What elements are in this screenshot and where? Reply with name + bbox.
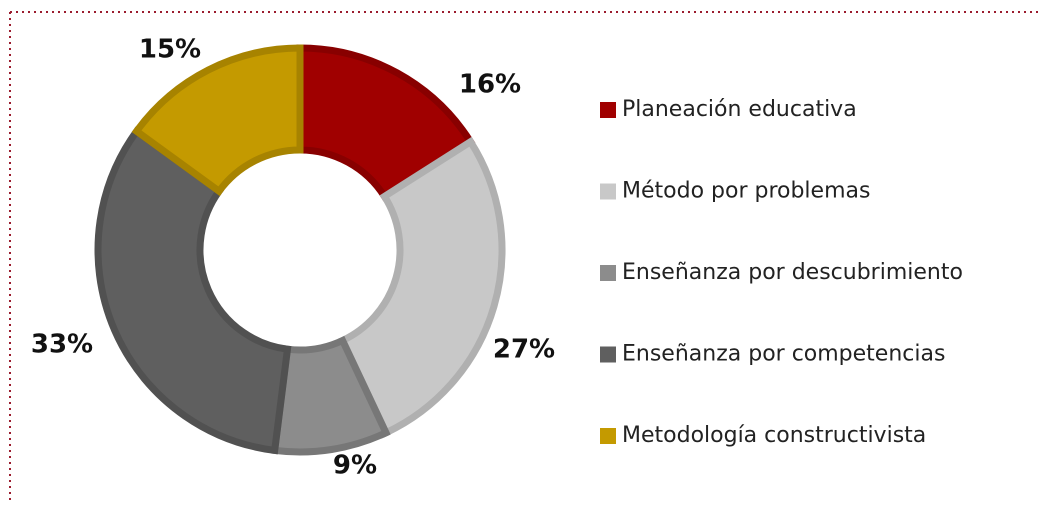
legend-swatch: [600, 265, 616, 281]
legend-label: Planeación educativa: [622, 97, 857, 122]
data-label: 33%: [31, 330, 93, 360]
donut-segment: [131, 44, 304, 197]
data-label: 15%: [139, 35, 201, 65]
data-label: 27%: [493, 335, 555, 365]
legend-swatch: [600, 183, 616, 200]
legend-label: Enseñanza por competencias: [622, 342, 945, 367]
donut-segment: [296, 44, 476, 202]
legend-swatch: [600, 428, 616, 444]
legend-swatch: [600, 346, 616, 363]
data-label: 16%: [459, 70, 521, 100]
legend-label: Enseñanza por descubrimiento: [622, 260, 963, 285]
data-label: 9%: [333, 451, 377, 481]
donut-segment: [94, 126, 292, 455]
legend-label: Método por problemas: [622, 179, 870, 204]
legend-swatch: [600, 102, 616, 118]
donut-segment: [337, 136, 506, 438]
legend-label: Metodología constructivista: [622, 423, 926, 448]
